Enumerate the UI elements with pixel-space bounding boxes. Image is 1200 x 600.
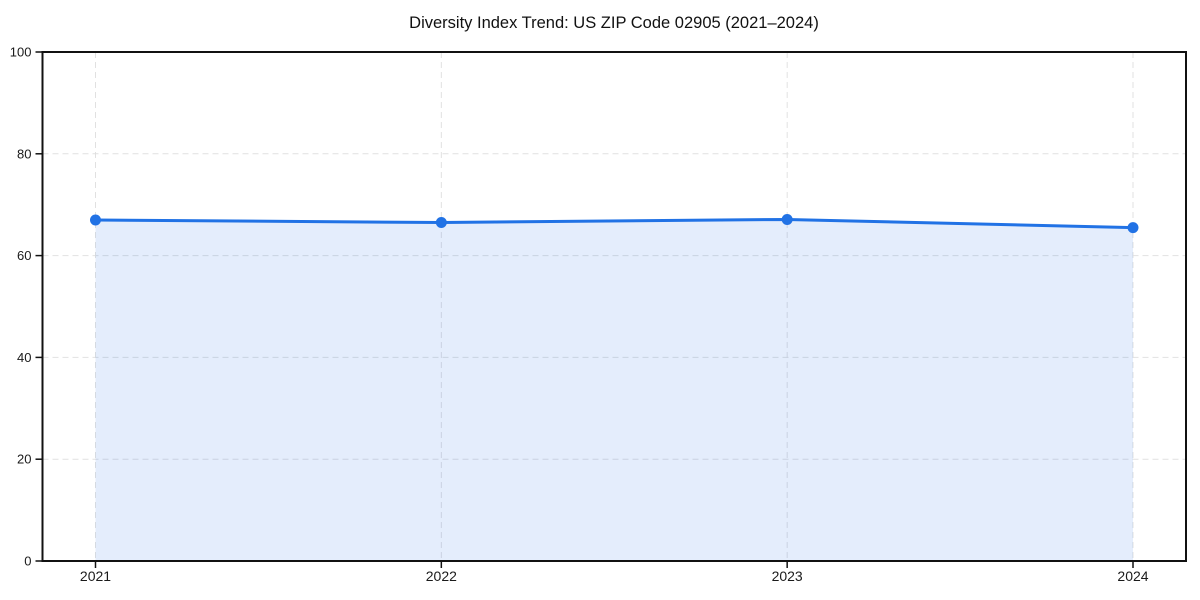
data-point-2022 (435, 217, 447, 229)
x-tick-label-2021: 2021 (80, 568, 111, 584)
axes-layer: 0 20 40 60 80 100 2021 2022 2023 2024 (10, 45, 1187, 584)
series-layer (90, 213, 1139, 561)
area-fill (95, 219, 1133, 561)
trend-line-diversity-index (94, 217, 1135, 230)
x-tick-label-2024: 2024 (1117, 568, 1148, 584)
y-tick-label-0: 0 (24, 554, 31, 569)
gridlines-layer (42, 52, 1186, 561)
data-point-2021 (90, 214, 101, 226)
y-tick-label-20: 20 (17, 452, 31, 467)
y-tick-label-40: 40 (17, 350, 31, 365)
y-tick-label-60: 60 (17, 248, 31, 263)
y-tick-label-100: 100 (10, 45, 32, 60)
data-point-2023 (781, 213, 793, 225)
y-tick-label-80: 80 (17, 146, 31, 161)
x-tick-label-2023: 2023 (772, 568, 803, 584)
chart-title: Diversity Index Trend: US ZIP Code 02905… (409, 14, 819, 32)
x-tick-label-2022: 2022 (426, 568, 457, 584)
plot-border (41, 51, 1187, 562)
data-point-2024 (1127, 222, 1139, 234)
